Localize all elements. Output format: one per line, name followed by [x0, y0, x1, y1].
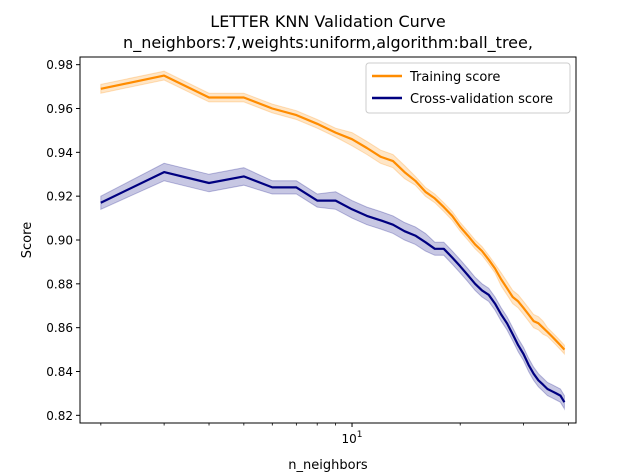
- chart-subtitle: n_neighbors:7,weights:uniform,algorithm:…: [123, 33, 533, 53]
- x-axis: 101: [100, 423, 569, 446]
- line-series-1: [100, 171, 566, 403]
- confidence-bands: [100, 70, 565, 411]
- y-axis: 0.82 0.84 0.86 0.88 0.90 0.92 0.94 0.96 0.98: [46, 58, 80, 423]
- legend-box: [365, 62, 571, 114]
- band-series-1: [100, 162, 565, 411]
- x-tick-label: 101: [342, 430, 363, 446]
- y-tick-label: 0.92: [46, 190, 73, 204]
- legend-label-training: Training score: [409, 70, 500, 85]
- y-tick-label: 0.86: [46, 321, 73, 335]
- y-tick-label: 0.88: [46, 277, 73, 291]
- y-tick-label: 0.94: [46, 146, 73, 160]
- line-series-0: [100, 74, 566, 351]
- y-tick-label: 0.96: [46, 102, 73, 116]
- y-tick-label: 0.84: [46, 365, 73, 379]
- x-axis-label: n_neighbors: [288, 458, 368, 473]
- series-lines: [100, 74, 566, 403]
- y-axis-label: Score: [20, 222, 35, 258]
- y-tick-label: 0.98: [46, 58, 73, 72]
- chart-title: LETTER KNN Validation Curve: [210, 12, 445, 31]
- legend-label-cross-validation: Cross-validation score: [410, 92, 553, 107]
- legend: Training score Cross-validation score: [365, 62, 571, 114]
- y-tick-label: 0.90: [46, 234, 73, 248]
- band-series-0: [100, 70, 565, 356]
- y-tick-label: 0.82: [46, 409, 73, 423]
